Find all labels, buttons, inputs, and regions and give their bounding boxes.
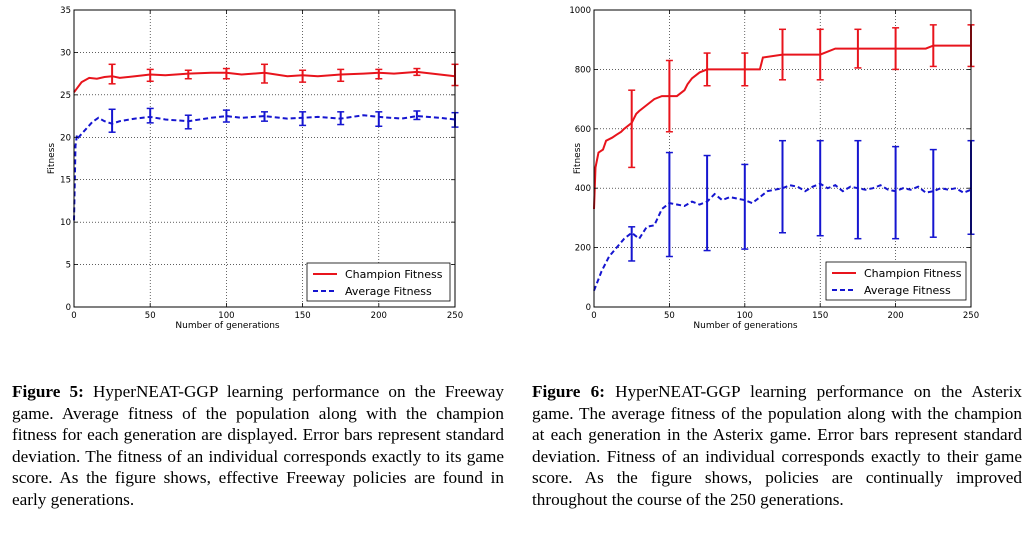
x-tick-label: 100 <box>737 311 753 321</box>
figure-5: 0 50 100 150 200 250 0 5 10 15 20 25 30 35 Number of g… <box>0 0 516 509</box>
plot-frame <box>73 9 456 308</box>
y-axis-label: Fitness <box>47 143 57 174</box>
y-tick-label: 20 <box>60 133 71 143</box>
y-tick-label: 600 <box>575 125 591 135</box>
y-tick-label: 5 <box>66 261 71 271</box>
x-axis-label: Number of generations <box>693 321 797 331</box>
x-tick-label: 0 <box>71 311 76 321</box>
legend-label-champion: Champion Fitness <box>345 268 443 281</box>
figure-6: 0 50 100 150 200 250 0 200 400 600 800 1000 Number o… <box>516 0 1033 509</box>
plot-frame <box>593 9 972 308</box>
x-tick-label: 250 <box>963 311 979 321</box>
x-tick-label: 0 <box>591 311 596 321</box>
x-tick-label: 150 <box>812 311 828 321</box>
figure-5-caption: Figure 5: HyperNEAT-GGP learning perform… <box>12 381 504 511</box>
legend-box <box>306 262 451 302</box>
y-tick-label: 10 <box>60 218 71 228</box>
y-axis-label: Fitness <box>573 143 583 174</box>
x-tick-label: 50 <box>664 311 675 321</box>
y-tick-label: 200 <box>575 244 591 254</box>
x-tick-label: 250 <box>447 311 463 321</box>
series-line-champion <box>593 44 971 210</box>
x-tick-label: 50 <box>145 311 156 321</box>
figure-6-caption-label: Figure 6: <box>532 382 605 401</box>
legend-label-champion: Champion Fitness <box>864 267 962 280</box>
x-tick-label: 100 <box>218 311 234 321</box>
y-tick-label: 0 <box>66 303 71 313</box>
figure-5-caption-text: HyperNEAT-GGP learning performance on th… <box>12 382 505 509</box>
series-line-average <box>73 114 456 221</box>
asterix-fitness-chart: 0 50 100 150 200 250 0 200 400 600 800 1000 Number o… <box>569 6 979 331</box>
figure-5-caption-label: Figure 5: <box>12 382 84 401</box>
y-tick-label: 30 <box>60 48 71 58</box>
legend-label-average: Average Fitness <box>864 284 951 297</box>
figure-6-caption-text: HyperNEAT-GGP learning performance on th… <box>532 382 1023 509</box>
x-tick-label: 200 <box>371 311 387 321</box>
freeway-fitness-chart: 0 50 100 150 200 250 0 5 10 15 20 25 30 35 Number of g… <box>47 6 463 331</box>
y-tick-label: 800 <box>575 65 591 75</box>
legend-box <box>825 261 967 301</box>
y-tick-label: 0 <box>586 303 591 313</box>
x-tick-label: 150 <box>294 311 310 321</box>
x-axis-label: Number of generations <box>175 321 279 331</box>
y-tick-label: 1000 <box>569 6 591 16</box>
legend-label-average: Average Fitness <box>345 285 432 298</box>
series-line-average <box>593 182 972 292</box>
x-tick-label: 200 <box>887 311 903 321</box>
figure-6-caption: Figure 6: HyperNEAT-GGP learning perform… <box>532 381 1022 511</box>
y-tick-label: 25 <box>60 91 71 101</box>
y-tick-label: 15 <box>60 176 71 186</box>
y-tick-label: 400 <box>575 184 591 194</box>
y-tick-label: 35 <box>60 6 71 16</box>
